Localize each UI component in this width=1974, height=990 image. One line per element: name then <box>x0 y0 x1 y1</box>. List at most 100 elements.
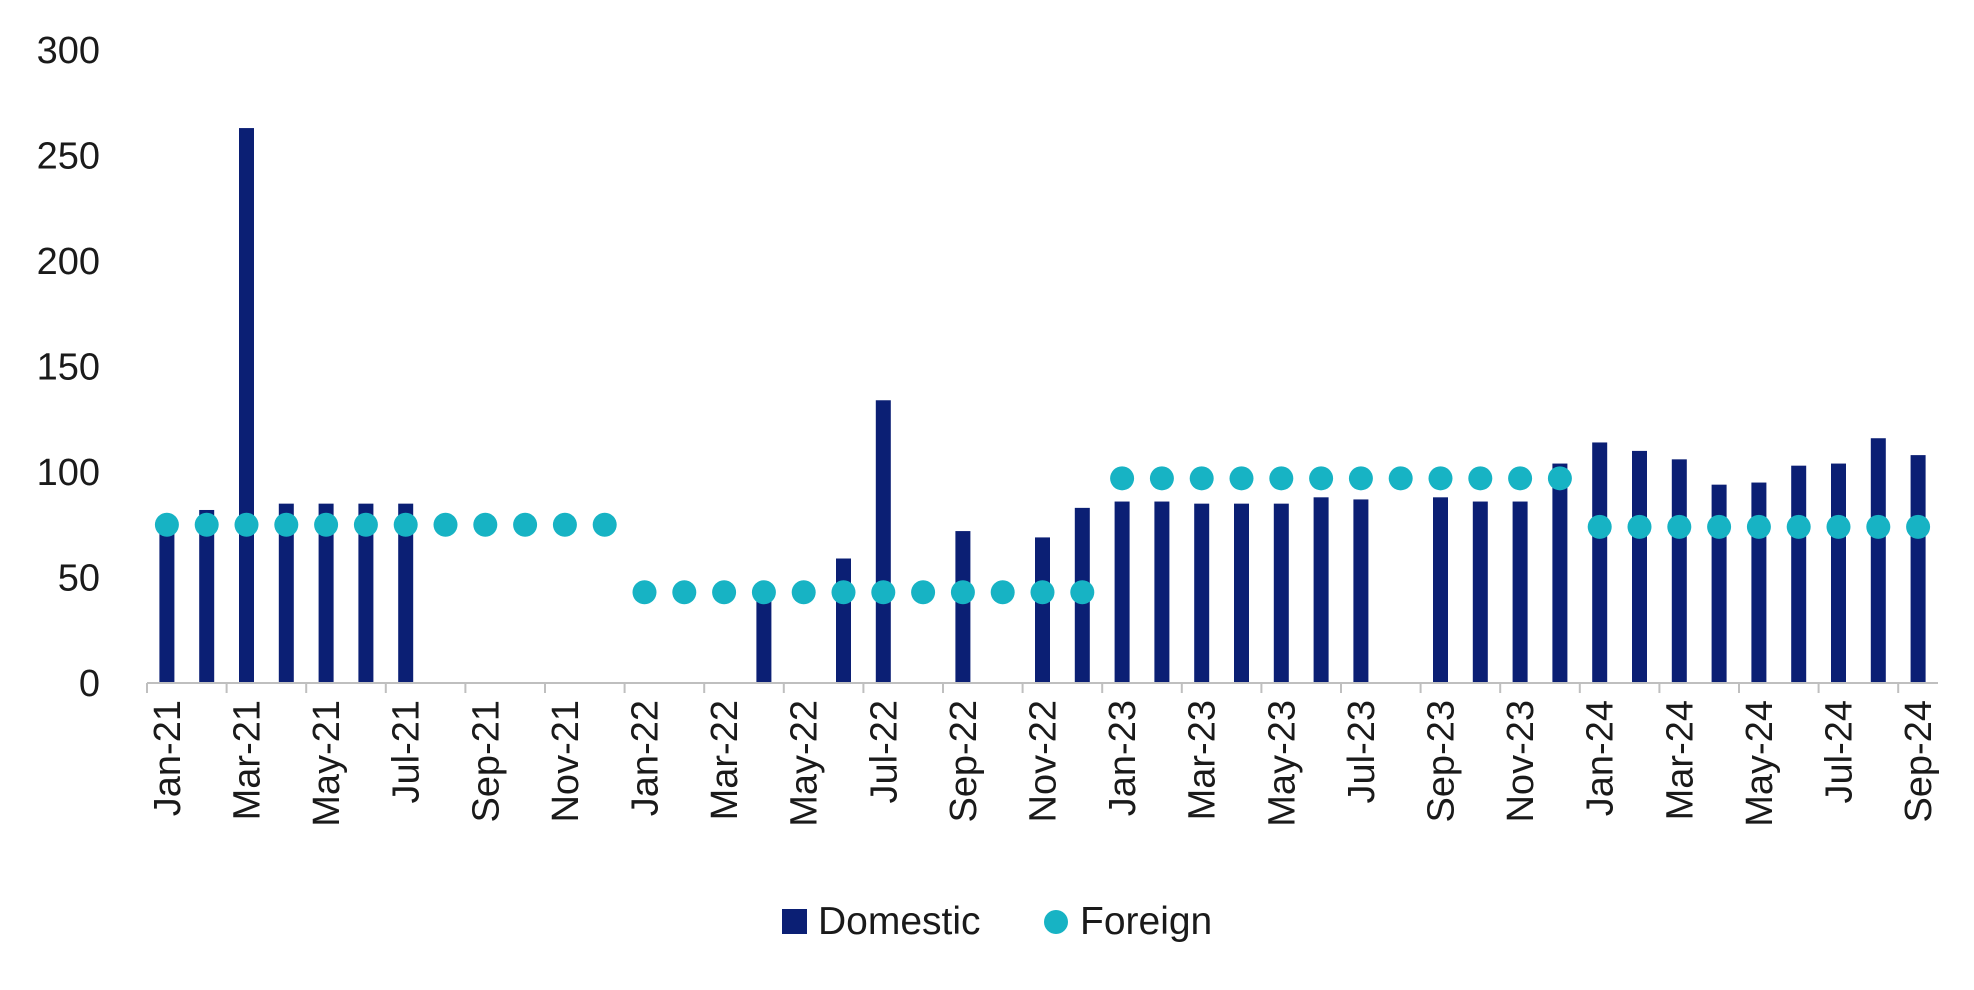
bar-domestic <box>1353 499 1369 683</box>
y-tick-label: 200 <box>37 241 100 283</box>
bar-domestic <box>1114 501 1130 683</box>
point-foreign <box>831 580 856 605</box>
y-tick-label: 50 <box>58 558 100 600</box>
point-foreign <box>552 512 577 537</box>
y-axis: 0 50 100 150 200 250 300 <box>37 30 100 705</box>
point-foreign <box>1189 466 1214 491</box>
x-tick-label: Jul-21 <box>386 700 428 804</box>
point-foreign <box>1110 466 1135 491</box>
bar-domestic <box>836 558 851 683</box>
x-tick-label: May-21 <box>306 700 348 827</box>
bar-domestic <box>1870 438 1886 683</box>
bar-domestic <box>1791 465 1807 683</box>
point-foreign <box>871 580 896 605</box>
point-foreign <box>1229 466 1254 491</box>
x-tick-label: Jan-24 <box>1580 700 1622 816</box>
bar-domestic <box>1632 450 1647 683</box>
point-foreign <box>1866 514 1891 539</box>
x-tick-label: Jul-23 <box>1341 700 1383 804</box>
legend: Domestic Foreign <box>782 900 1212 943</box>
bar-domestic <box>1035 537 1050 683</box>
foreign-points <box>154 466 1931 605</box>
bar-domestic <box>1194 503 1210 683</box>
legend-label-foreign: Foreign <box>1080 900 1212 943</box>
bar-domestic <box>1234 503 1249 683</box>
bar-domestic <box>1711 484 1727 683</box>
x-axis: Jan-21 Mar-21 May-21 Jul-21 Sep-21 Nov-21 Jan-… <box>146 682 1940 827</box>
x-tick-label: Sep-23 <box>1421 700 1463 823</box>
x-tick-label: May-24 <box>1739 700 1781 827</box>
point-foreign <box>274 512 299 537</box>
y-tick-label: 0 <box>79 663 100 705</box>
y-tick-label: 250 <box>37 136 100 178</box>
x-tick-label: Sep-22 <box>943 700 985 823</box>
x-tick-label: Jul-22 <box>863 700 905 804</box>
point-foreign <box>1269 466 1294 491</box>
point-foreign <box>1030 580 1055 605</box>
point-foreign <box>950 580 975 605</box>
x-tick-label: Sep-21 <box>465 700 507 823</box>
bar-domestic <box>875 400 891 683</box>
bar-domestic <box>278 503 294 683</box>
point-foreign <box>194 512 219 537</box>
point-foreign <box>513 512 538 537</box>
point-foreign <box>1070 580 1095 605</box>
x-tick-label: Nov-21 <box>545 700 587 823</box>
x-tick-label: Mar-24 <box>1659 700 1701 820</box>
y-tick-label: 100 <box>37 452 100 494</box>
point-foreign <box>393 512 418 537</box>
point-foreign <box>990 580 1015 605</box>
point-foreign <box>1627 514 1652 539</box>
y-tick-label: 300 <box>37 30 100 72</box>
point-foreign <box>1667 514 1692 539</box>
bar-domestic <box>398 503 414 683</box>
point-foreign <box>1906 514 1931 539</box>
bar-domestic <box>1154 501 1170 683</box>
x-tick-label: May-23 <box>1261 700 1303 827</box>
x-tick-label: Jan-23 <box>1102 700 1144 816</box>
x-tick-label: Jan-21 <box>147 700 189 816</box>
point-foreign <box>1547 466 1572 491</box>
bar-domestic <box>1910 455 1926 683</box>
point-foreign <box>712 580 737 605</box>
bar-domestic <box>1512 501 1528 683</box>
point-foreign <box>353 512 378 537</box>
point-foreign <box>433 512 458 537</box>
bar-domestic <box>1472 501 1488 683</box>
x-tick-label: Sep-24 <box>1898 700 1940 823</box>
point-foreign <box>473 512 498 537</box>
point-foreign <box>1428 466 1453 491</box>
point-foreign <box>1508 466 1533 491</box>
point-foreign <box>314 512 339 537</box>
point-foreign <box>1468 466 1493 491</box>
x-tick-label: May-22 <box>784 700 826 827</box>
bar-domestic <box>1831 463 1846 683</box>
point-foreign <box>1587 514 1612 539</box>
point-foreign <box>234 512 259 537</box>
bar-domestic <box>318 503 334 683</box>
bar-domestic <box>1751 482 1767 683</box>
legend-label-domestic: Domestic <box>818 900 981 943</box>
point-foreign <box>592 512 617 537</box>
bar-domestic <box>199 509 215 683</box>
x-tick-label: Jul-24 <box>1819 700 1861 804</box>
bar-domestic <box>1671 459 1687 683</box>
bar-domestic <box>1313 497 1329 683</box>
point-foreign <box>1786 514 1811 539</box>
bar-domestic <box>955 531 971 683</box>
point-foreign <box>1746 514 1771 539</box>
bar-domestic <box>756 592 772 683</box>
point-foreign <box>751 580 776 605</box>
bar-domestic <box>159 522 175 683</box>
point-foreign <box>632 580 657 605</box>
bar-domestic <box>358 503 374 683</box>
x-tick-label: Mar-23 <box>1182 700 1224 820</box>
point-foreign <box>1309 466 1334 491</box>
x-tick-label: Mar-22 <box>704 700 746 820</box>
x-tick-label: Mar-21 <box>227 700 269 820</box>
x-tick-label: Jan-22 <box>625 700 667 816</box>
legend-swatch-foreign <box>1044 910 1068 934</box>
point-foreign <box>1707 514 1732 539</box>
point-foreign <box>791 580 816 605</box>
